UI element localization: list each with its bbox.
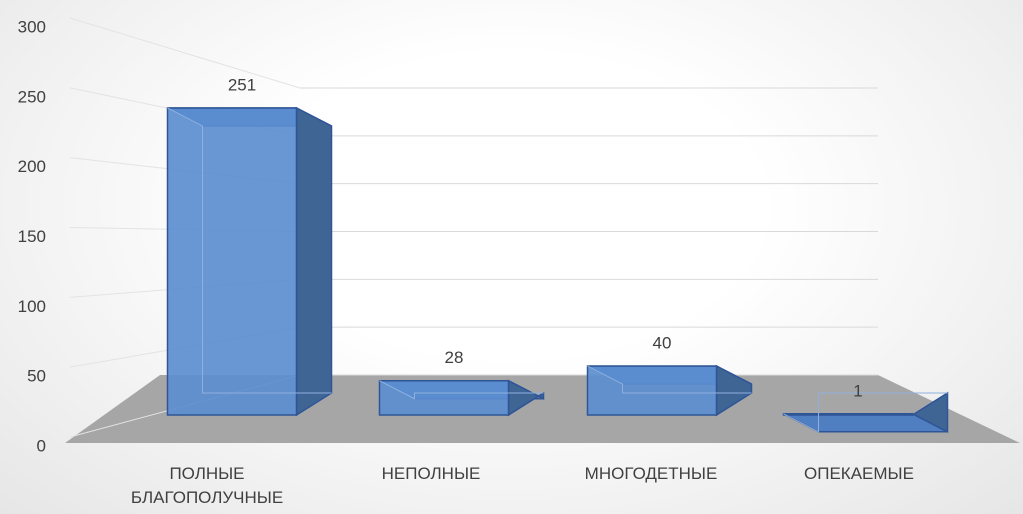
bar-front — [166, 107, 298, 416]
data-label: 1 — [853, 381, 862, 400]
y-tick-label: 50 — [27, 367, 46, 386]
bar-front — [586, 365, 718, 416]
bar — [782, 391, 949, 434]
bar-inner — [783, 392, 948, 433]
x-tick-label: ПОЛНЫЕ БЛАГОПОЛУЧНЫЕ — [130, 464, 284, 507]
bar-front — [378, 380, 510, 416]
y-tick-label: 150 — [18, 227, 46, 246]
data-label: 40 — [653, 334, 672, 353]
data-label: 251 — [228, 75, 256, 94]
bar — [378, 379, 545, 417]
bar-inner — [587, 365, 752, 394]
x-tick-label: НЕПОЛНЫЕ — [381, 464, 481, 483]
x-tick-label: МНОГОДЕТНЫЕ — [584, 464, 718, 483]
bar-inner — [379, 380, 544, 400]
bar-side — [295, 106, 333, 417]
bar — [586, 364, 753, 417]
y-tick-label: 200 — [18, 157, 46, 176]
data-label: 28 — [445, 348, 464, 367]
bar-inner — [167, 107, 332, 394]
y-tick-label: 0 — [37, 436, 46, 455]
y-tick-label: 250 — [18, 87, 46, 106]
bar — [166, 106, 333, 417]
y-tick-label: 100 — [18, 297, 46, 316]
bar-front — [782, 413, 914, 416]
side-grid-line — [69, 17, 301, 89]
y-tick-label: 300 — [18, 17, 46, 36]
x-tick-label: ОПЕКАЕМЫЕ — [804, 464, 914, 483]
